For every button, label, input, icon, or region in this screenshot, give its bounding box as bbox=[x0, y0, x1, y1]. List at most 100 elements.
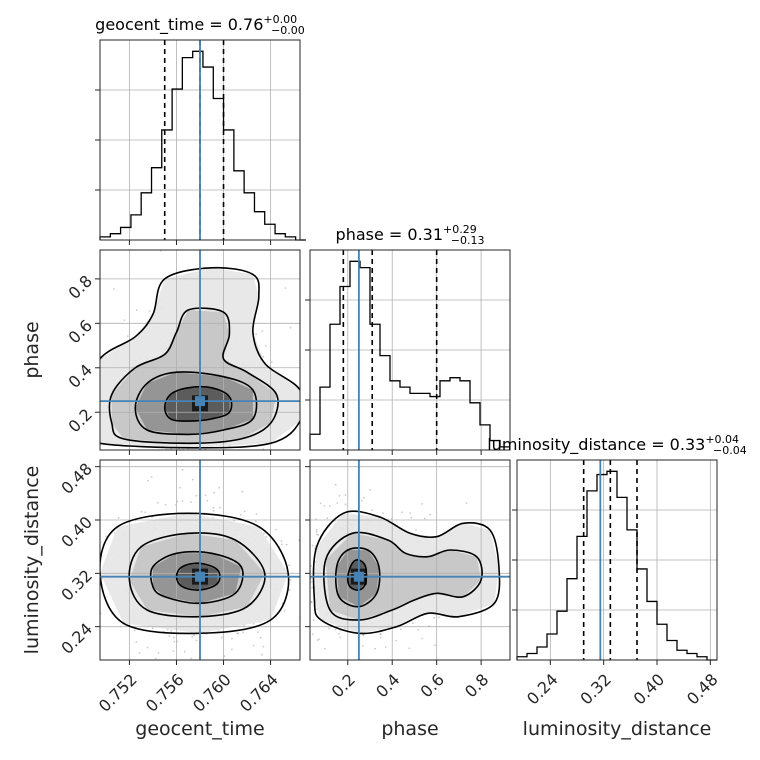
sample-dot bbox=[204, 467, 206, 469]
sample-dot bbox=[246, 460, 248, 462]
sample-dot bbox=[224, 472, 226, 474]
sample-dot bbox=[288, 564, 290, 567]
sample-dot bbox=[210, 508, 212, 510]
sample-dot bbox=[185, 453, 187, 455]
sample-dot bbox=[401, 511, 403, 514]
sample-dot bbox=[280, 540, 283, 543]
sample-dot bbox=[417, 628, 420, 631]
sample-dot bbox=[261, 467, 263, 469]
sample-dot bbox=[311, 633, 314, 635]
sample-dot bbox=[260, 630, 262, 632]
hist-frame-luminosity_distance bbox=[516, 459, 718, 661]
sample-dot bbox=[301, 590, 303, 592]
xtick-label-luminosity_distance: 0.24 bbox=[523, 670, 562, 709]
sample-dot bbox=[338, 494, 341, 497]
xtick-label-phase: 0.4 bbox=[372, 670, 403, 701]
hist-frame-phase bbox=[309, 249, 511, 451]
ytick-label-luminosity_distance: 0.32 bbox=[57, 566, 96, 605]
truth-marker bbox=[353, 571, 364, 582]
sample-dot bbox=[192, 467, 194, 469]
sample-dot bbox=[304, 530, 306, 532]
sample-dot bbox=[296, 601, 298, 603]
sample-dot bbox=[255, 470, 257, 472]
sample-dot bbox=[408, 647, 411, 650]
pair-frame bbox=[309, 459, 511, 661]
sample-dot bbox=[150, 454, 152, 456]
sample-dot bbox=[283, 609, 286, 612]
sample-dot bbox=[308, 586, 310, 588]
sample-dot bbox=[163, 457, 165, 459]
sample-dot bbox=[146, 646, 149, 649]
sample-dot bbox=[260, 473, 262, 475]
sample-dot bbox=[166, 504, 168, 506]
sample-dot bbox=[301, 495, 303, 497]
xtick-label-geocent_time: 0.756 bbox=[142, 670, 188, 716]
panel-title-luminosity_distance: luminosity_distance = 0.33+0.04 −0.04 bbox=[487, 433, 747, 457]
sample-dot bbox=[323, 505, 326, 507]
sample-dot bbox=[148, 310, 151, 312]
sample-dot bbox=[264, 345, 267, 347]
sample-dot bbox=[112, 451, 114, 453]
sample-dot bbox=[141, 452, 143, 454]
sample-dot bbox=[256, 470, 258, 472]
sample-dot bbox=[277, 481, 279, 483]
sample-dot bbox=[257, 631, 259, 634]
sample-dot bbox=[301, 565, 303, 567]
xtick-label-luminosity_distance: 0.48 bbox=[683, 670, 722, 709]
sample-dot bbox=[215, 463, 217, 465]
sample-dot bbox=[139, 451, 141, 453]
sample-dot bbox=[371, 509, 374, 512]
sample-dot bbox=[123, 319, 126, 321]
sample-dot bbox=[287, 522, 289, 524]
ytick-label-luminosity_distance: 0.24 bbox=[57, 619, 96, 658]
sample-dot bbox=[92, 516, 94, 518]
sample-dot bbox=[424, 517, 426, 520]
sample-dot bbox=[344, 494, 347, 496]
sample-dot bbox=[195, 461, 197, 463]
sample-dot bbox=[141, 468, 143, 470]
sample-dot bbox=[190, 657, 192, 660]
sample-dot bbox=[192, 471, 194, 473]
sample-dot bbox=[304, 581, 306, 583]
ytick-label-luminosity_distance: 0.48 bbox=[57, 459, 96, 498]
sample-dot bbox=[433, 616, 435, 619]
xtick-label-phase: 0.8 bbox=[461, 670, 492, 701]
sample-dot bbox=[126, 335, 129, 337]
sample-dot bbox=[289, 326, 292, 329]
contour-level-2 bbox=[334, 547, 381, 608]
sample-dot bbox=[369, 663, 371, 665]
contour-level-4 bbox=[100, 266, 300, 449]
sample-dot bbox=[291, 606, 293, 608]
sample-dot bbox=[369, 489, 371, 491]
sample-dot bbox=[379, 633, 382, 636]
xaxis-label-luminosity_distance: luminosity_distance bbox=[523, 718, 712, 740]
pair-frame bbox=[99, 459, 301, 661]
sample-dot bbox=[175, 458, 177, 460]
sample-dot bbox=[305, 540, 307, 542]
sample-dot bbox=[338, 632, 340, 635]
sample-dot bbox=[191, 635, 194, 638]
sample-dot bbox=[290, 574, 292, 576]
sample-dot bbox=[410, 516, 413, 519]
sample-dot bbox=[305, 650, 307, 652]
sample-dot bbox=[181, 500, 184, 502]
sample-dot bbox=[303, 578, 305, 580]
sample-dot bbox=[150, 476, 153, 478]
sample-dot bbox=[182, 498, 184, 500]
pair-grid bbox=[310, 460, 510, 660]
sample-dot bbox=[147, 479, 150, 482]
sample-dot bbox=[155, 461, 157, 463]
sample-dot bbox=[254, 520, 257, 523]
sample-dot bbox=[318, 638, 320, 641]
sample-dot bbox=[304, 593, 306, 595]
sample-dot bbox=[292, 571, 294, 573]
sample-dot bbox=[399, 628, 402, 631]
contour-level-3 bbox=[128, 532, 266, 618]
sample-dot bbox=[229, 464, 231, 466]
xtick-label-geocent_time: 0.752 bbox=[95, 670, 141, 716]
hist-grid-luminosity_distance bbox=[517, 460, 717, 660]
sample-dot bbox=[304, 565, 306, 567]
sample-dot bbox=[183, 650, 186, 653]
sample-dot bbox=[288, 588, 291, 591]
